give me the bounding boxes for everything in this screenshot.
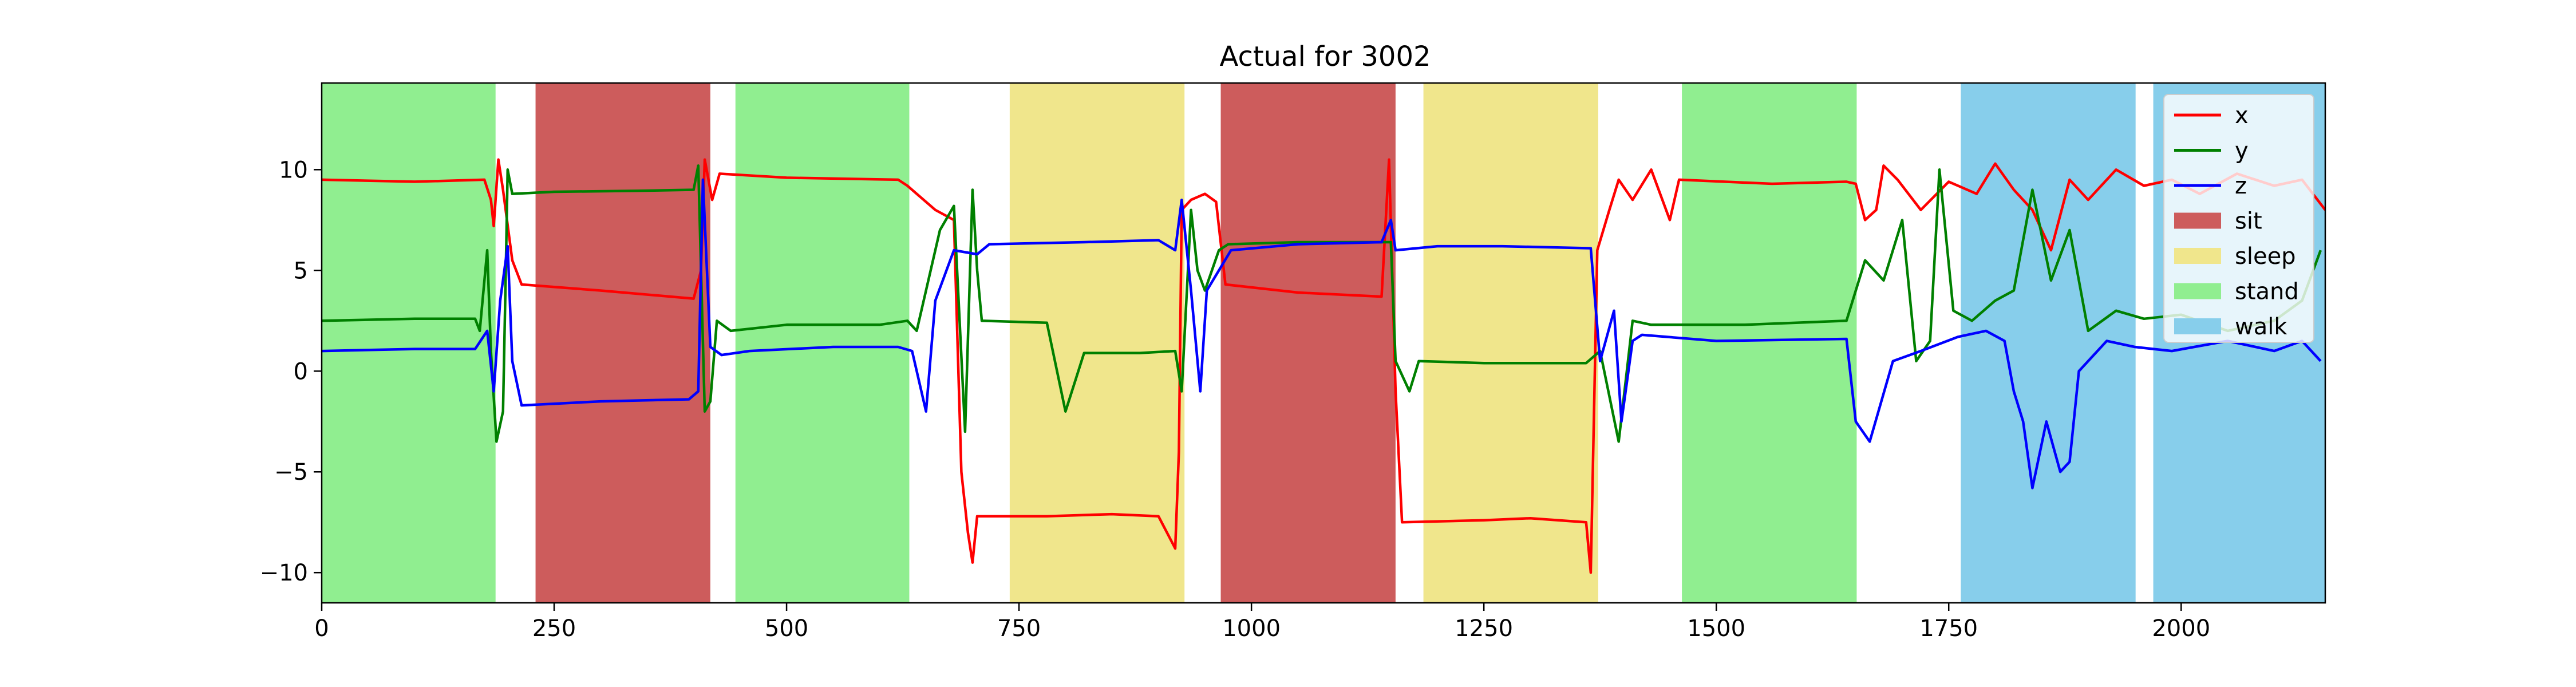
- x-tick-label: 1250: [1455, 615, 1513, 642]
- activity-span-walk-7: [1961, 83, 2136, 603]
- x-tick-label: 250: [532, 615, 576, 642]
- series-line-x: [322, 158, 2325, 574]
- legend-swatch-stand: [2174, 283, 2221, 299]
- legend: xyz sit sleep stand walk: [2163, 94, 2314, 343]
- activity-span-sit-4: [1220, 83, 1396, 603]
- legend-label-stand: stand: [2235, 279, 2299, 305]
- plot-area: [321, 82, 2326, 604]
- legend-label-sit: sit: [2235, 208, 2262, 235]
- legend-swatch-sleep: [2174, 248, 2221, 264]
- legend-swatch-sit: [2174, 212, 2221, 229]
- series-line-z: [322, 178, 2322, 489]
- x-tick-label: 0: [314, 615, 329, 642]
- series-line-y: [322, 164, 2322, 443]
- activity-span-stand-6: [1682, 83, 1857, 603]
- legend-label-x: x: [2235, 102, 2249, 129]
- x-tick-label: 1000: [1222, 615, 1281, 642]
- y-tick-label: 10: [279, 157, 308, 183]
- y-tick-label: −10: [260, 560, 308, 586]
- y-tick-label: −5: [274, 459, 308, 485]
- legend-box: [2163, 94, 2314, 343]
- chart-title: Actual for 3002: [1219, 41, 1431, 73]
- x-tick-label: 500: [765, 615, 808, 642]
- activity-span-sit-1: [535, 83, 710, 603]
- x-tick-label: 1750: [1919, 615, 1978, 642]
- legend-label-z: z: [2235, 173, 2247, 199]
- legend-label-walk: walk: [2235, 314, 2287, 340]
- y-tick-label: 5: [294, 258, 308, 284]
- legend-label-sleep: sleep: [2235, 243, 2296, 270]
- legend-label-y: y: [2235, 138, 2249, 164]
- activity-span-stand-2: [735, 83, 910, 603]
- activity-span-stand-0: [322, 83, 496, 603]
- x-tick-label: 750: [997, 615, 1041, 642]
- activity-span-sleep-5: [1423, 83, 1598, 603]
- activity-span-sleep-3: [1009, 83, 1185, 603]
- legend-swatch-walk: [2174, 318, 2221, 334]
- x-tick-label: 1500: [1687, 615, 1745, 642]
- y-tick-label: 0: [294, 358, 308, 385]
- x-tick-label: 2000: [2152, 615, 2210, 642]
